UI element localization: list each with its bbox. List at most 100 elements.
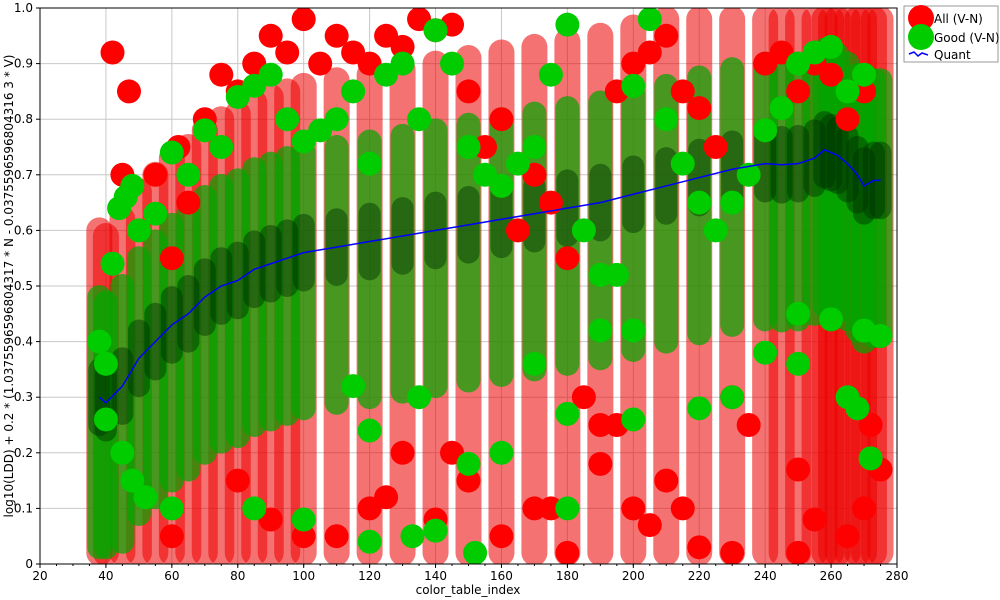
x-tick-label: 40 <box>98 569 113 583</box>
good-point <box>555 401 580 426</box>
x-tick-label: 100 <box>292 569 315 583</box>
all-point <box>588 413 613 437</box>
good-point <box>93 407 118 432</box>
all-point <box>505 218 530 243</box>
all-point <box>736 413 761 437</box>
good-point <box>858 446 883 471</box>
x-tick-label: 160 <box>490 569 513 583</box>
good-point <box>555 496 580 521</box>
y-tick-label: 0 <box>25 557 33 571</box>
y-tick-label: 0.7 <box>14 168 33 182</box>
x-tick-label: 180 <box>556 569 579 583</box>
all-point <box>143 162 168 187</box>
good-point <box>133 485 158 510</box>
x-tick-label: 80 <box>230 569 245 583</box>
all-point <box>522 496 547 521</box>
good-point <box>670 151 695 176</box>
all-point <box>852 79 877 104</box>
good-point <box>753 340 778 365</box>
good-point <box>100 251 125 276</box>
all-point <box>654 23 679 48</box>
all-point <box>116 79 141 104</box>
good-point <box>621 73 646 98</box>
good-point <box>400 524 425 549</box>
good-point <box>489 173 514 198</box>
y-tick-label: 0.9 <box>14 57 33 71</box>
good-point <box>341 79 366 104</box>
x-tick-label: 260 <box>820 569 843 583</box>
good-point <box>456 451 481 476</box>
series-quant <box>98 148 881 404</box>
good-point <box>588 318 613 343</box>
y-tick-label: 0.4 <box>14 335 33 349</box>
all-point <box>852 496 877 521</box>
x-tick-label: 280 <box>886 569 909 583</box>
all-point <box>308 51 333 76</box>
all-point <box>374 485 399 510</box>
good-point <box>489 440 514 465</box>
good-point <box>571 218 596 243</box>
good-point <box>588 262 613 287</box>
good-point <box>87 329 112 354</box>
all-point <box>819 62 844 87</box>
legend-all-marker <box>908 5 934 31</box>
good-point <box>703 218 728 243</box>
all-point <box>209 62 234 87</box>
all-point <box>176 190 201 215</box>
y-axis-label: log10(LDD) + 0.2 * (1.0375596596804317 *… <box>2 55 16 518</box>
all-point <box>637 513 662 538</box>
good-point <box>687 396 712 421</box>
good-point <box>555 12 580 37</box>
x-tick-label: 240 <box>754 569 777 583</box>
good-point <box>604 262 629 287</box>
good-point <box>736 162 761 187</box>
all-point <box>472 135 497 159</box>
all-point <box>720 540 745 564</box>
good-point <box>786 351 811 376</box>
all-point <box>703 135 728 159</box>
good-point <box>687 190 712 215</box>
series-good-points <box>87 8 893 564</box>
x-tick-label: 120 <box>358 569 381 583</box>
all-point <box>786 540 811 564</box>
quant-line <box>98 148 881 404</box>
good-point <box>159 140 184 165</box>
all-point <box>390 440 415 465</box>
y-tick-label: 0.5 <box>14 279 33 293</box>
good-point <box>621 318 646 343</box>
good-point <box>120 173 145 198</box>
all-point <box>324 524 349 549</box>
good-point <box>126 218 151 243</box>
all-point <box>786 457 811 482</box>
all-point <box>489 107 514 132</box>
all-point <box>654 468 679 493</box>
good-point <box>505 151 530 176</box>
all-point <box>687 96 712 121</box>
good-density-bands <box>86 8 894 564</box>
good-point <box>357 529 382 554</box>
all-point <box>637 40 662 65</box>
all-point <box>786 79 811 104</box>
all-point <box>555 540 580 564</box>
x-tick-label: 60 <box>164 569 179 583</box>
good-point <box>258 62 283 87</box>
x-axis-ticks: 20 40 60 80 100 120 140 160 180 200 220 240 260 280 <box>32 564 908 583</box>
legend-good-marker <box>908 24 934 50</box>
good-point <box>291 507 316 532</box>
good-point <box>720 385 745 410</box>
all-point <box>670 496 695 521</box>
good-point <box>423 518 448 543</box>
good-point <box>110 440 135 465</box>
good-point <box>753 118 778 143</box>
all-point <box>159 524 184 549</box>
good-point <box>275 107 300 132</box>
good-point <box>621 407 646 432</box>
good-point <box>341 374 366 399</box>
good-point <box>324 107 349 132</box>
good-point <box>120 468 145 493</box>
good-point <box>522 351 547 376</box>
good-point <box>835 79 860 104</box>
all-point <box>489 524 514 549</box>
good-point <box>440 51 465 76</box>
